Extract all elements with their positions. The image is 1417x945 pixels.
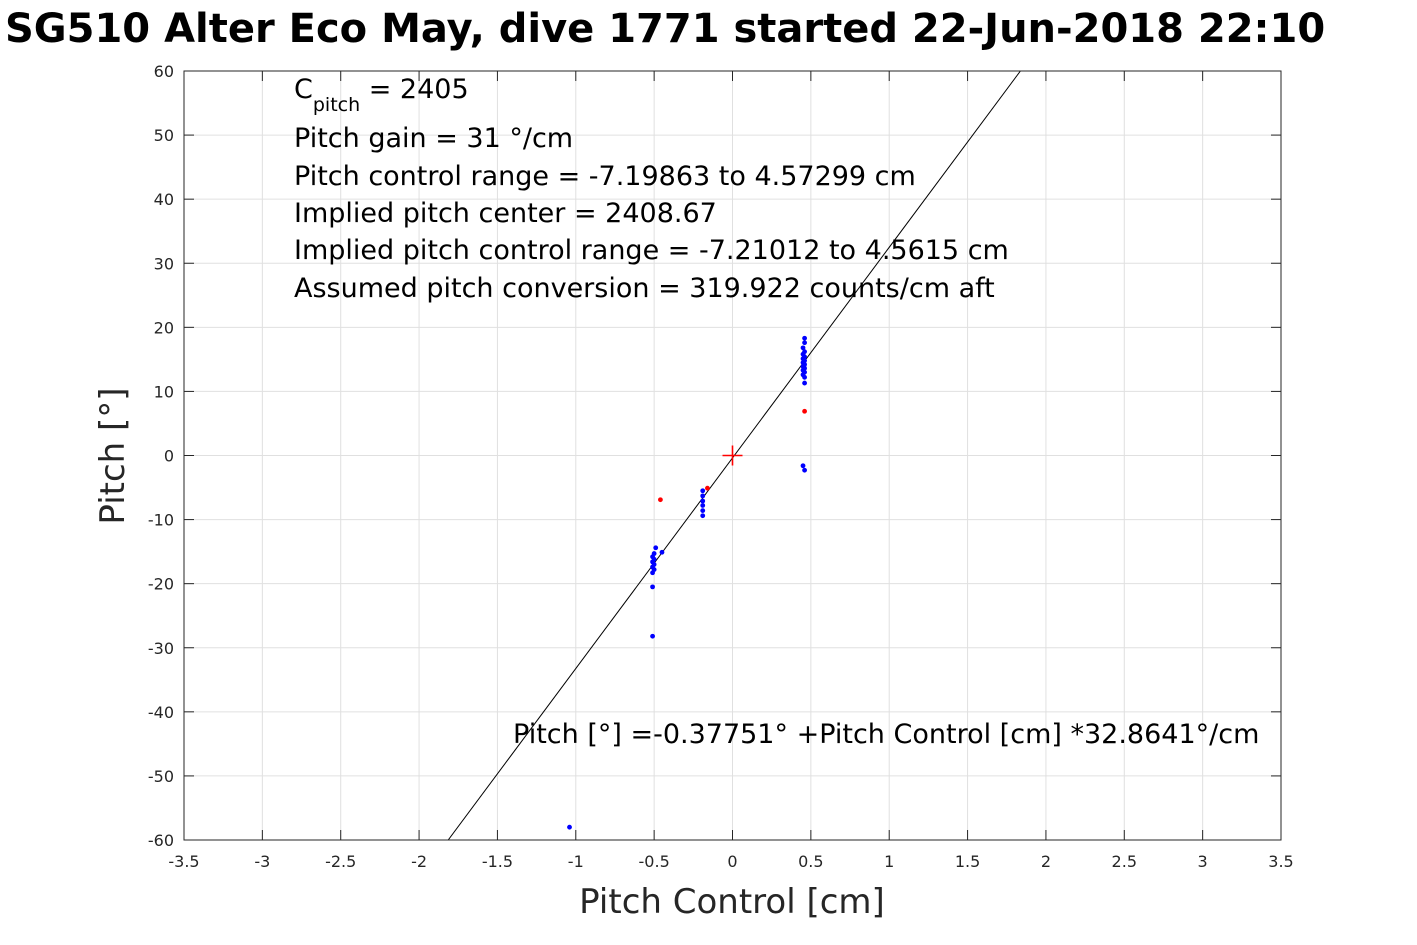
x-tick-label: 1	[884, 852, 894, 871]
data-point	[800, 345, 806, 351]
x-tick-label: 1.5	[955, 852, 980, 871]
y-tick-label: 50	[154, 126, 174, 145]
y-tick-label: 10	[154, 382, 174, 401]
y-axis-label: Pitch [°]	[93, 387, 133, 524]
implied-pitch-center-annotation: Implied pitch center = 2408.67	[294, 198, 717, 229]
plot-content	[447, 71, 1021, 840]
data-point	[650, 570, 655, 576]
points-group	[567, 335, 807, 830]
data-point	[800, 463, 806, 469]
y-tick-label: -60	[148, 831, 174, 850]
x-tick-label: 0	[727, 852, 737, 871]
data-point	[700, 513, 706, 519]
y-tick-label: 60	[154, 62, 174, 81]
x-tick-label: -1.5	[482, 852, 513, 871]
data-point	[802, 374, 807, 380]
y-tick-label: -40	[148, 703, 174, 722]
data-point	[705, 485, 710, 491]
x-tick-label: -2	[411, 852, 427, 871]
pitch-gain-annotation: Pitch gain = 31 °/cm	[294, 123, 573, 154]
center-marker-group	[722, 445, 743, 466]
c-pitch-annotation: Cpitch = 2405	[294, 74, 469, 116]
x-tick-label: 3.5	[1268, 852, 1293, 871]
x-tick-label: 3	[1198, 852, 1208, 871]
y-tick-label: 0	[164, 447, 174, 466]
x-tick-labels: -3.5 -3 -2.5 -2 -1.5 -1 -0.5 0 0.5 1 1.5 2 2.5 3 3.5	[168, 852, 1293, 871]
ticks	[183, 70, 1282, 841]
x-tick-label: -3	[254, 852, 270, 871]
data-point	[567, 824, 572, 830]
data-point	[700, 493, 706, 499]
x-tick-label: 2.5	[1112, 852, 1137, 871]
y-tick-label: -20	[148, 575, 174, 594]
data-point	[802, 408, 807, 414]
data-point	[650, 633, 655, 639]
data-point	[653, 545, 659, 551]
data-point	[700, 488, 706, 494]
x-tick-label: 2	[1041, 852, 1051, 871]
y-tick-label: -10	[148, 511, 174, 530]
y-tick-label: 20	[154, 318, 174, 337]
data-point	[802, 467, 807, 473]
assumed-pitch-conversion-annotation: Assumed pitch conversion = 319.922 count…	[294, 273, 995, 304]
data-point	[659, 549, 665, 555]
y-tick-labels: -60 -50 -40 -30 -20 -10 0 10 20 30 40 50 60	[148, 62, 174, 850]
data-point	[802, 335, 807, 341]
y-tick-label: 30	[154, 254, 174, 273]
x-axis-label: Pitch Control [cm]	[579, 882, 885, 922]
c-pitch-symbol: C	[294, 74, 313, 105]
x-tick-label: -3.5	[168, 852, 199, 871]
x-tick-label: 0.5	[798, 852, 823, 871]
y-tick-label: -30	[148, 639, 174, 658]
c-pitch-value: = 2405	[360, 74, 469, 105]
data-point	[802, 340, 807, 346]
data-point	[700, 503, 706, 508]
y-tick-label: 40	[154, 190, 174, 209]
c-pitch-subscript: pitch	[313, 94, 360, 116]
x-tick-label: -0.5	[639, 852, 670, 871]
y-tick-label: -50	[148, 767, 174, 786]
data-point	[700, 508, 706, 514]
x-tick-label: -2.5	[325, 852, 356, 871]
data-point	[650, 584, 655, 590]
pitch-control-range-annotation: Pitch control range = -7.19863 to 4.5729…	[294, 161, 916, 192]
chart-title: SG510 Alter Eco May, dive 1771 started 2…	[5, 6, 1326, 52]
fit-equation-annotation: Pitch [°] =-0.37751° +Pitch Control [cm]…	[513, 719, 1259, 750]
data-point	[700, 498, 706, 504]
data-point	[658, 497, 663, 503]
x-tick-label: -1	[568, 852, 584, 871]
implied-pitch-control-range-annotation: Implied pitch control range = -7.21012 t…	[294, 235, 1009, 266]
data-point	[802, 380, 807, 386]
